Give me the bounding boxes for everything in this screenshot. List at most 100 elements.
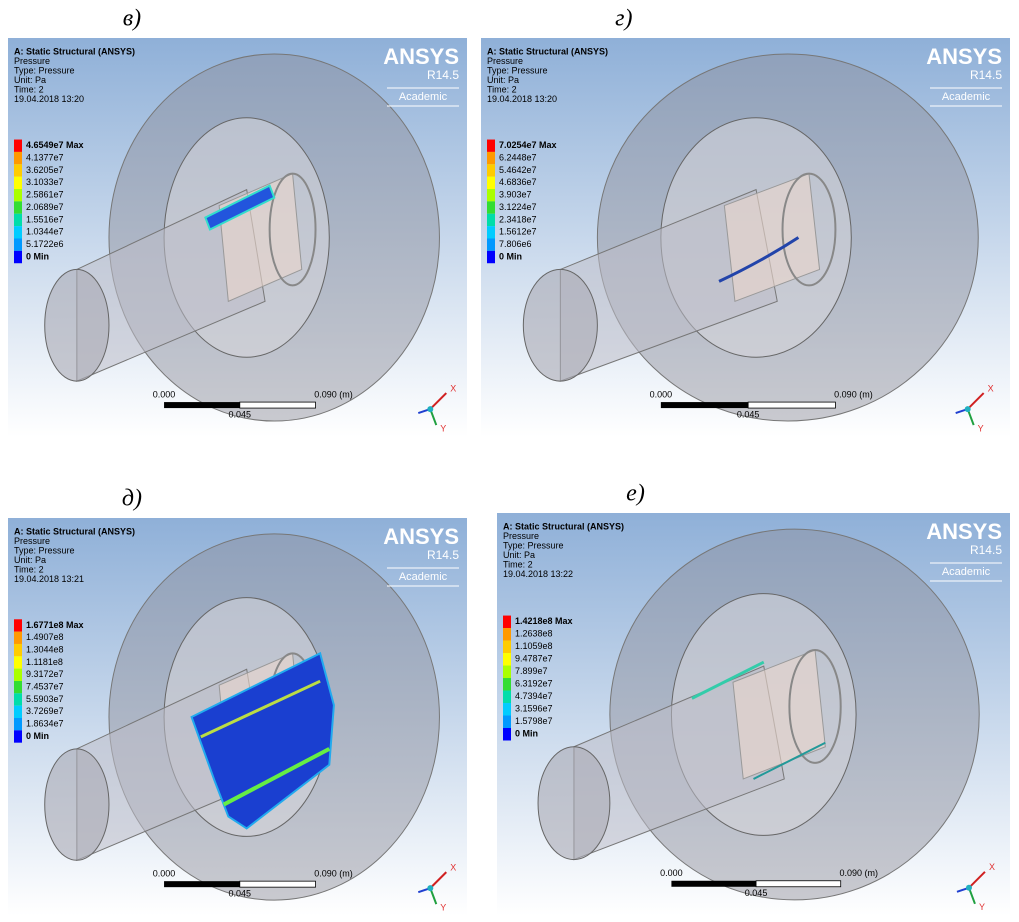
triad-origin xyxy=(965,406,971,412)
legend-label: 4.6836e7 xyxy=(499,177,537,187)
legend-swatch xyxy=(503,628,511,640)
legend-swatch xyxy=(487,251,495,263)
legend-swatch xyxy=(14,251,22,263)
header-line: Unit: Pa xyxy=(487,75,519,85)
legend-swatch xyxy=(14,201,22,213)
legend-label: 1.1181e8 xyxy=(26,657,63,667)
legend-label: 1.5612e7 xyxy=(499,227,537,237)
legend-swatch xyxy=(14,189,22,201)
legend-label: 1.1059e8 xyxy=(515,641,553,651)
logo-version: R14.5 xyxy=(970,543,1002,557)
legend-label: 7.806e6 xyxy=(499,239,532,249)
legend-label: 1.8634e7 xyxy=(26,719,64,729)
legend-swatch xyxy=(487,201,495,213)
panel-label: г) xyxy=(615,6,632,32)
legend-swatch xyxy=(503,641,511,653)
legend-swatch xyxy=(503,666,511,678)
legend-swatch xyxy=(14,164,22,176)
header-line: Time: 2 xyxy=(503,559,533,569)
legend-swatch xyxy=(503,728,511,740)
scale-mid: 0.045 xyxy=(737,409,760,419)
legend-label: 9.4787e7 xyxy=(515,654,553,664)
logo-version: R14.5 xyxy=(427,548,459,562)
legend-swatch xyxy=(487,152,495,164)
shaft-end xyxy=(45,269,109,381)
legend-swatch xyxy=(14,669,22,681)
legend-swatch xyxy=(503,703,511,715)
logo-name: ANSYS xyxy=(926,44,1002,69)
triad-origin xyxy=(427,406,433,412)
scale-bar-black xyxy=(671,881,756,887)
header-line: Pressure xyxy=(487,56,523,66)
header-line: Pressure xyxy=(503,531,539,541)
scale-end: 0.090 (m) xyxy=(314,869,353,879)
scale-end: 0.090 (m) xyxy=(834,389,873,399)
header-line: A: Static Structural (ANSYS) xyxy=(487,46,608,56)
legend-swatch xyxy=(503,678,511,690)
legend-swatch xyxy=(14,730,22,742)
triad-origin xyxy=(966,885,972,891)
header-line: Unit: Pa xyxy=(14,75,46,85)
legend-label: 1.5798e7 xyxy=(515,716,553,726)
legend-swatch xyxy=(503,616,511,628)
header-line: 19.04.2018 13:22 xyxy=(503,569,573,579)
legend-label: 6.2448e7 xyxy=(499,152,537,162)
legend-swatch xyxy=(14,214,22,226)
legend-swatch xyxy=(14,681,22,693)
triad-label-x: X xyxy=(988,383,994,393)
header-line: Unit: Pa xyxy=(503,550,535,560)
logo-version: R14.5 xyxy=(427,68,459,82)
logo-edition: Academic xyxy=(399,571,448,583)
scale-mid: 0.045 xyxy=(229,889,252,899)
legend-swatch xyxy=(14,226,22,238)
logo-edition: Academic xyxy=(399,91,448,103)
legend-label: 5.4642e7 xyxy=(499,165,537,175)
legend-swatch xyxy=(487,238,495,250)
shaft-end xyxy=(523,269,597,381)
scale-bar-white xyxy=(240,881,316,887)
legend-swatch xyxy=(503,691,511,703)
legend-swatch xyxy=(14,238,22,250)
header-line: Time: 2 xyxy=(14,84,44,94)
legend-label: 3.1224e7 xyxy=(499,202,537,212)
legend-label: 1.5516e7 xyxy=(26,214,64,224)
logo-edition: Academic xyxy=(942,566,991,578)
legend-swatch xyxy=(487,177,495,189)
shaft-end xyxy=(45,749,109,860)
header-line: 19.04.2018 13:20 xyxy=(487,94,557,104)
header-line: Pressure xyxy=(14,536,50,546)
legend-swatch xyxy=(14,619,22,631)
legend-swatch xyxy=(14,152,22,164)
legend-swatch xyxy=(487,164,495,176)
legend-swatch xyxy=(487,140,495,152)
legend-swatch xyxy=(487,226,495,238)
legend-label: 3.7269e7 xyxy=(26,706,64,716)
legend-label: 3.6205e7 xyxy=(26,165,64,175)
panel-label: е) xyxy=(626,481,645,507)
legend-label: 1.3044e8 xyxy=(26,645,64,655)
panel-label: в) xyxy=(123,6,141,32)
header-line: Type: Pressure xyxy=(14,545,75,555)
header-line: Type: Pressure xyxy=(503,540,564,550)
legend-label: 1.0344e7 xyxy=(26,227,64,237)
scale-end: 0.090 (m) xyxy=(839,868,878,878)
legend-label: 1.4218e8 Max xyxy=(515,616,573,626)
figure: в)A: Static Structural (ANSYS)PressureTy… xyxy=(0,0,1019,922)
triad-label-x: X xyxy=(450,383,456,393)
triad-label-y: Y xyxy=(979,902,985,912)
legend-swatch xyxy=(14,140,22,152)
shaft-end xyxy=(538,747,610,860)
legend-swatch xyxy=(14,632,22,644)
scale-bar-black xyxy=(164,402,240,408)
panel-label: д) xyxy=(122,486,142,512)
scale-mid: 0.045 xyxy=(745,888,768,898)
legend-swatch xyxy=(14,177,22,189)
legend-label: 2.5861e7 xyxy=(26,190,64,200)
header-line: A: Static Structural (ANSYS) xyxy=(14,46,135,56)
triad-label-x: X xyxy=(989,862,995,872)
legend-label: 3.1033e7 xyxy=(26,177,64,187)
viewport: A: Static Structural (ANSYS)PressureType… xyxy=(481,38,1010,437)
header-line: 19.04.2018 13:20 xyxy=(14,94,84,104)
triad-label-y: Y xyxy=(440,903,446,913)
legend-label: 0 Min xyxy=(26,731,49,741)
